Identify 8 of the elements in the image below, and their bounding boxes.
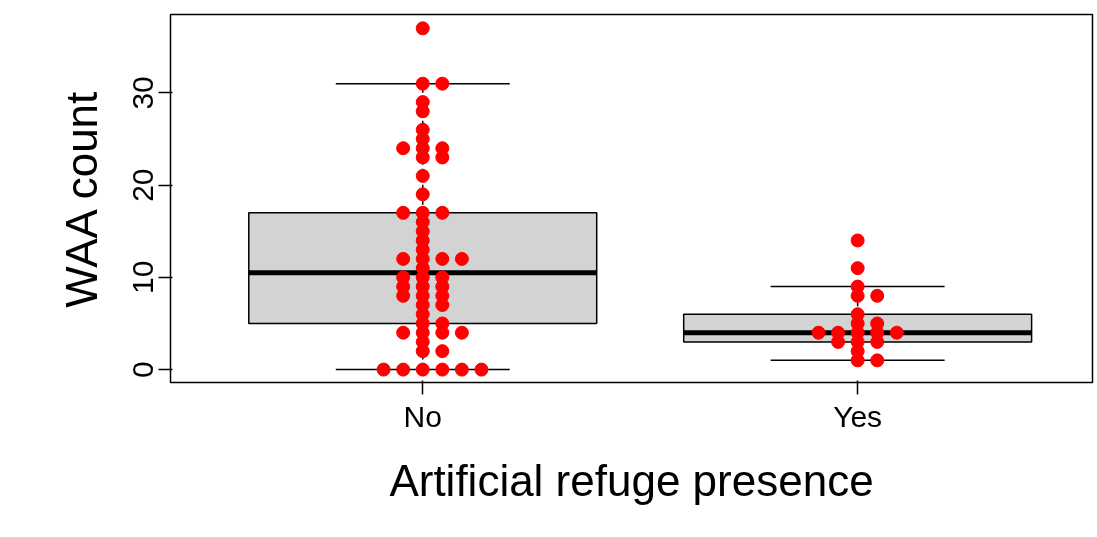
y-tick-label: 30 — [126, 76, 160, 110]
x-axis-title: Artificial refuge presence — [389, 455, 874, 505]
y-tick-label: 0 — [126, 361, 160, 378]
x-tick-label: No — [403, 399, 442, 433]
x-tick-label: Yes — [833, 399, 883, 433]
y-tick-label: 10 — [126, 260, 160, 295]
y-axis-title: WAA count — [56, 91, 106, 308]
y-tick-label: 20 — [126, 168, 160, 202]
